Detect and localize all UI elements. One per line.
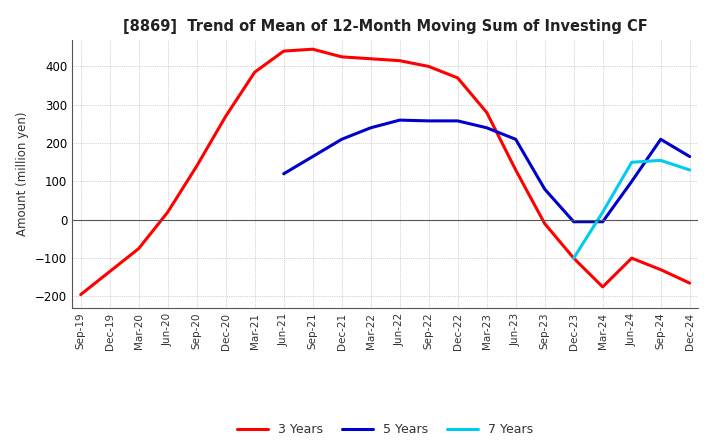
3 Years (511, 167, 520, 172)
3 Years (685, 280, 694, 286)
Line: 5 Years: 5 Years (284, 120, 690, 222)
5 Years (454, 118, 462, 124)
5 Years (338, 137, 346, 142)
3 Years (338, 54, 346, 59)
7 Years (570, 256, 578, 261)
5 Years (685, 154, 694, 159)
3 Years (221, 114, 230, 119)
5 Years (366, 125, 375, 130)
5 Years (541, 187, 549, 192)
5 Years (308, 154, 317, 159)
5 Years (657, 137, 665, 142)
Line: 7 Years: 7 Years (574, 160, 690, 258)
3 Years (251, 70, 259, 75)
3 Years (482, 110, 491, 115)
3 Years (163, 209, 172, 215)
7 Years (627, 160, 636, 165)
3 Years (366, 56, 375, 62)
3 Years (627, 256, 636, 261)
5 Years (279, 171, 288, 176)
3 Years (657, 267, 665, 272)
5 Years (627, 179, 636, 184)
5 Years (424, 118, 433, 124)
5 Years (570, 219, 578, 224)
7 Years (685, 167, 694, 172)
3 Years (308, 47, 317, 52)
3 Years (395, 58, 404, 63)
3 Years (105, 269, 114, 274)
3 Years (135, 246, 143, 251)
Y-axis label: Amount (million yen): Amount (million yen) (17, 112, 30, 236)
3 Years (76, 292, 85, 297)
3 Years (424, 64, 433, 69)
5 Years (598, 219, 607, 224)
Legend: 3 Years, 5 Years, 7 Years: 3 Years, 5 Years, 7 Years (232, 418, 539, 440)
3 Years (454, 75, 462, 81)
7 Years (598, 209, 607, 215)
7 Years (657, 158, 665, 163)
3 Years (598, 284, 607, 290)
3 Years (570, 256, 578, 261)
3 Years (279, 48, 288, 54)
Line: 3 Years: 3 Years (81, 49, 690, 295)
3 Years (192, 164, 201, 169)
Title: [8869]  Trend of Mean of 12-Month Moving Sum of Investing CF: [8869] Trend of Mean of 12-Month Moving … (123, 19, 647, 34)
5 Years (482, 125, 491, 130)
5 Years (511, 137, 520, 142)
3 Years (541, 221, 549, 226)
5 Years (395, 117, 404, 123)
